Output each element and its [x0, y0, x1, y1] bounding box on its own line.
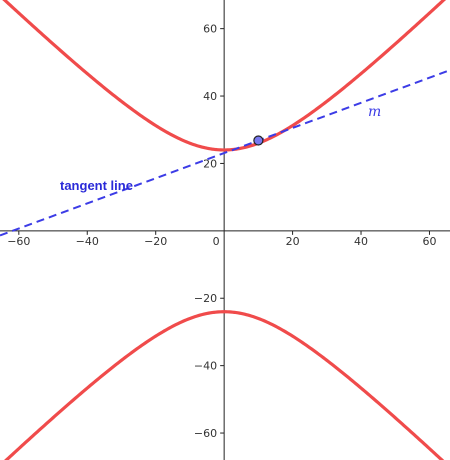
y-tick-label: 40 — [203, 90, 217, 103]
labels-layer: tangent line m — [60, 104, 381, 193]
tangent-line[interactable] — [0, 69, 450, 237]
tangent-layer — [0, 69, 450, 237]
x-tick-label: 40 — [354, 235, 368, 248]
x-tick-label: −60 — [7, 235, 30, 248]
x-tick-label: −40 — [76, 235, 99, 248]
y-tick-label: 20 — [203, 157, 217, 170]
x-tick-label: −20 — [144, 235, 167, 248]
line-name-label[interactable]: m — [368, 104, 381, 120]
hyperbola-upper-branch[interactable] — [0, 0, 450, 152]
hyperbola-lower-branch[interactable] — [0, 310, 450, 460]
tangent-line-label[interactable]: tangent line — [60, 178, 133, 193]
x-tick-label: 0 — [213, 235, 220, 248]
y-tick-label: −20 — [194, 292, 217, 305]
y-tick-label: −60 — [194, 427, 217, 440]
ticks: −60 −40 −20 0 20 40 60 −60 −40 −20 20 40 60 — [7, 23, 436, 440]
y-tick-label: 60 — [203, 23, 217, 36]
point-layer[interactable] — [253, 135, 264, 146]
x-tick-label: 60 — [422, 235, 436, 248]
tangent-point[interactable] — [253, 135, 264, 146]
x-tick-label: 20 — [286, 235, 300, 248]
y-tick-label: −40 — [194, 360, 217, 373]
